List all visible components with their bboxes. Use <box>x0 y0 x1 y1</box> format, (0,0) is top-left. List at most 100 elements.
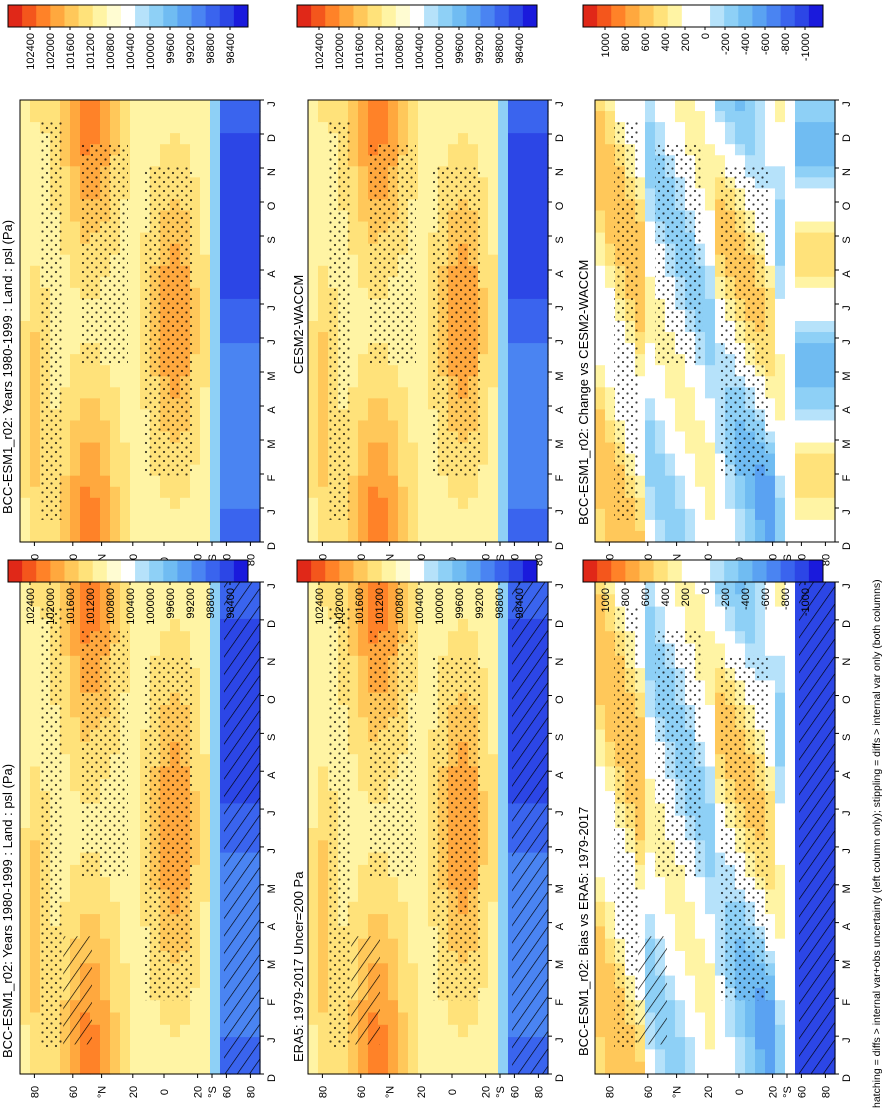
month-label: F <box>554 999 566 1006</box>
heatmap-cell <box>765 741 776 755</box>
heatmap-cell <box>60 309 71 322</box>
heatmap-cell <box>448 508 459 521</box>
heatmap-cell <box>675 606 686 620</box>
lat-label: °N <box>385 1086 397 1098</box>
heatmap-cell <box>635 852 646 866</box>
heatmap-cell <box>30 431 41 444</box>
panel-frame <box>19 99 261 543</box>
heatmap-cell <box>468 155 479 167</box>
heatmap-cell <box>210 343 221 355</box>
heatmap-cell <box>518 321 529 333</box>
heatmap-cell <box>250 354 261 366</box>
heatmap-cell <box>200 376 211 388</box>
heatmap-cell <box>140 100 151 112</box>
heatmap-cell <box>20 365 31 377</box>
heatmap-cell <box>200 122 211 134</box>
heatmap-cell <box>190 508 201 521</box>
heatmap-cell <box>388 365 399 377</box>
heatmap-cell <box>498 387 509 399</box>
heatmap-cell <box>70 232 81 245</box>
month-label: A <box>554 922 566 930</box>
heatmap-cell <box>210 133 221 145</box>
heatmap-cell <box>110 442 121 455</box>
heatmap-cell <box>478 951 489 964</box>
heatmap-cell <box>150 111 161 123</box>
heatmap-cell <box>220 365 231 377</box>
heatmap-cell <box>655 606 666 620</box>
heatmap-cell <box>20 221 31 234</box>
heatmap-cell <box>70 420 81 433</box>
heatmap-cell <box>20 475 31 488</box>
heatmap-cell <box>358 111 369 123</box>
heatmap-cell <box>230 332 241 344</box>
heatmap-cell <box>318 298 329 311</box>
heatmap-cell <box>130 486 141 499</box>
heatmap-cell <box>765 631 776 645</box>
heatmap-cell <box>605 1049 616 1063</box>
heatmap-cell <box>498 705 509 718</box>
heatmap-cell <box>478 606 489 620</box>
heatmap-cell <box>528 420 539 433</box>
heatmap-cell <box>190 877 201 891</box>
heatmap-cell <box>250 519 261 532</box>
heatmap-cell <box>80 122 91 134</box>
heatmap-cell <box>518 365 529 377</box>
heatmap-cell <box>20 486 31 499</box>
heatmap-cell <box>378 475 389 488</box>
heatmap-cell <box>518 497 529 510</box>
heatmap-cell <box>488 530 499 543</box>
heatmap-cell <box>318 1012 329 1026</box>
heatmap-cell <box>308 729 319 743</box>
heatmap-cell <box>100 987 111 1001</box>
heatmap-cell <box>538 354 549 366</box>
heatmap-cell <box>308 420 319 433</box>
heatmap-cell <box>200 741 211 755</box>
heatmap-cell <box>498 210 509 223</box>
heatmap-cell <box>50 100 61 112</box>
heatmap-cell <box>200 938 211 952</box>
heatmap-cell <box>200 177 211 189</box>
heatmap-cell <box>90 486 101 499</box>
heatmap-cell <box>308 354 319 366</box>
heatmap-cell <box>130 926 141 940</box>
heatmap-cell <box>348 199 359 212</box>
heatmap-cell <box>428 155 439 167</box>
heatmap-cell <box>200 803 211 817</box>
heatmap-cell <box>605 631 616 645</box>
heatmap-cell <box>358 530 369 543</box>
heatmap-cell <box>220 254 231 267</box>
heatmap-cell <box>190 309 201 322</box>
heatmap-cell <box>30 210 41 223</box>
heatmap-cell <box>528 409 539 422</box>
heatmap-cell <box>120 122 131 134</box>
heatmap-cell <box>50 1049 61 1063</box>
heatmap-cell <box>398 431 409 444</box>
heatmap-cell <box>538 464 549 477</box>
month-label: D <box>554 134 566 142</box>
heatmap-cell <box>595 618 606 632</box>
heatmap-cell <box>398 987 409 1001</box>
heatmap-cell <box>418 287 429 300</box>
heatmap-cell <box>705 963 716 977</box>
heatmap-cell <box>468 606 479 620</box>
heatmap-cell <box>80 431 91 444</box>
heatmap-cell <box>338 100 349 112</box>
heatmap-cell <box>785 606 796 620</box>
heatmap-cell <box>745 1037 756 1050</box>
heatmap-cell <box>398 926 409 940</box>
heatmap-cell <box>318 166 329 178</box>
heatmap-cell <box>498 497 509 510</box>
heatmap-cell <box>685 877 696 891</box>
heatmap-cell <box>150 133 161 145</box>
hatching <box>63 936 92 1045</box>
heatmap-cell <box>478 210 489 223</box>
heatmap-cell <box>70 631 81 645</box>
heatmap-cell <box>30 420 41 433</box>
heatmap-cell <box>240 409 251 422</box>
heatmap-cell <box>388 1024 399 1038</box>
heatmap-cell <box>190 692 201 706</box>
heatmap-cell <box>60 655 71 669</box>
heatmap-cell <box>338 582 349 595</box>
heatmap-cell <box>418 1061 429 1075</box>
